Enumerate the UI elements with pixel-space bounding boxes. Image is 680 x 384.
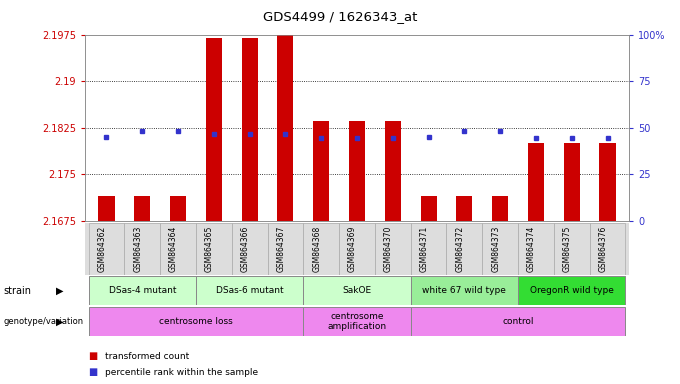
Bar [88,223,124,275]
Bar [339,223,375,275]
Text: GSM864369: GSM864369 [348,225,357,272]
Text: GSM864374: GSM864374 [527,225,536,272]
Bar [303,223,339,275]
Text: GSM864370: GSM864370 [384,225,393,272]
Text: DSas-4 mutant: DSas-4 mutant [109,286,176,295]
Text: control: control [503,317,534,326]
Bar [349,121,365,221]
Bar [196,223,232,275]
Bar [303,276,411,305]
Text: transformed count: transformed count [105,352,190,361]
Bar [600,143,615,221]
Text: SakOE: SakOE [343,286,371,295]
Bar [88,276,196,305]
Text: GSM864362: GSM864362 [97,225,107,271]
Bar [160,223,196,275]
Bar [564,143,580,221]
Bar [124,223,160,275]
Bar [447,223,482,275]
Text: centrosome
amplification: centrosome amplification [328,312,386,331]
Bar [196,276,303,305]
Text: GSM864373: GSM864373 [491,225,500,272]
Text: GSM864364: GSM864364 [169,225,178,272]
Text: GSM864371: GSM864371 [420,225,428,271]
Text: ▶: ▶ [56,286,64,296]
Bar [492,196,508,221]
Bar [518,276,626,305]
Bar [590,223,626,275]
Bar [232,223,267,275]
Text: ▶: ▶ [56,316,64,327]
Text: strain: strain [3,286,31,296]
Text: GSM864365: GSM864365 [205,225,214,272]
Bar [385,121,401,221]
Bar [518,223,554,275]
Bar [420,196,437,221]
Bar [277,35,294,221]
Bar [554,223,590,275]
Bar [528,143,544,221]
Bar [267,223,303,275]
Bar [313,121,329,221]
Text: centrosome loss: centrosome loss [159,317,233,326]
Text: DSas-6 mutant: DSas-6 mutant [216,286,284,295]
Text: ■: ■ [88,367,98,377]
Bar [241,38,258,221]
Bar [482,223,518,275]
Text: GSM864367: GSM864367 [277,225,286,272]
Bar [411,276,518,305]
Bar [206,38,222,221]
Bar [456,196,473,221]
Text: GSM864376: GSM864376 [598,225,607,272]
Bar [170,196,186,221]
Text: GDS4499 / 1626343_at: GDS4499 / 1626343_at [262,10,418,23]
Text: OregonR wild type: OregonR wild type [530,286,613,295]
Bar [303,307,411,336]
Bar [375,223,411,275]
Text: genotype/variation: genotype/variation [3,317,84,326]
Bar [134,196,150,221]
Text: white 67 wild type: white 67 wild type [422,286,507,295]
Text: GSM864375: GSM864375 [563,225,572,272]
Text: GSM864366: GSM864366 [241,225,250,272]
Text: GSM864368: GSM864368 [312,225,321,271]
Text: ■: ■ [88,351,98,361]
Bar [99,196,114,221]
Text: GSM864372: GSM864372 [456,225,464,271]
Bar [411,223,447,275]
Bar [411,307,626,336]
Text: percentile rank within the sample: percentile rank within the sample [105,368,258,377]
Text: GSM864363: GSM864363 [133,225,142,272]
Bar [88,307,303,336]
